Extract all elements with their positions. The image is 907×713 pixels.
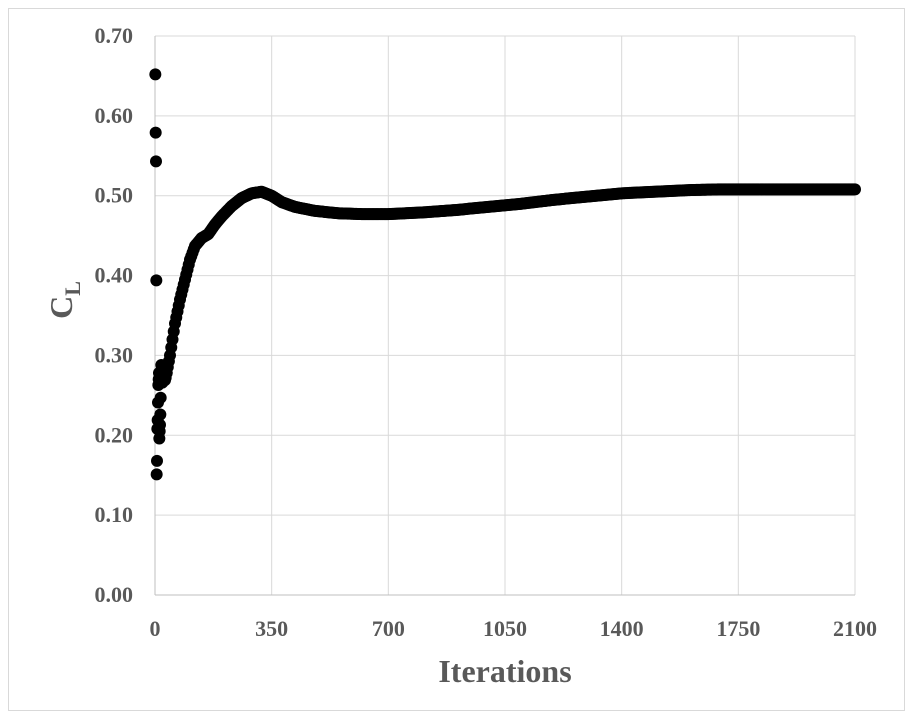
tick-labels: 0.00 0.10 0.20 0.30 0.40 0.50 0.60 0.70 0 350 700 1… [95,23,878,641]
data-point [150,468,163,481]
x-tick-label: 1750 [716,616,760,641]
y-tick-label: 0.20 [95,422,134,447]
chart-frame [8,8,905,711]
x-tick-label: 350 [255,616,288,641]
y-tick-label: 0.10 [95,502,134,527]
data-points [149,68,861,481]
y-tick-label: 0.60 [95,103,134,128]
x-tick-label: 1400 [600,616,644,641]
x-tick-label: 1050 [483,616,527,641]
data-point [154,418,166,431]
data-point [849,183,861,196]
y-tick-label: 0.50 [95,183,134,208]
y-tick-label: 0.40 [95,263,134,288]
y-tick-label: 0.00 [95,582,134,607]
data-point [150,274,163,287]
y-axis-title-subscript: L [60,281,85,296]
data-point [154,391,167,404]
data-point [149,126,162,139]
data-point [150,155,162,168]
gridlines [155,35,856,595]
data-point [151,454,163,467]
x-tick-label: 0 [150,616,161,641]
y-tick-label: 0.30 [95,342,134,367]
y-axis-title: CL [43,281,85,319]
y-tick-label: 0.70 [95,23,134,48]
x-tick-label: 2100 [833,616,877,641]
x-tick-label: 700 [372,616,405,641]
y-axis-title-main: C [43,296,79,319]
x-axis-title: Iterations [438,653,571,689]
data-point [154,408,167,421]
data-point [149,68,162,81]
